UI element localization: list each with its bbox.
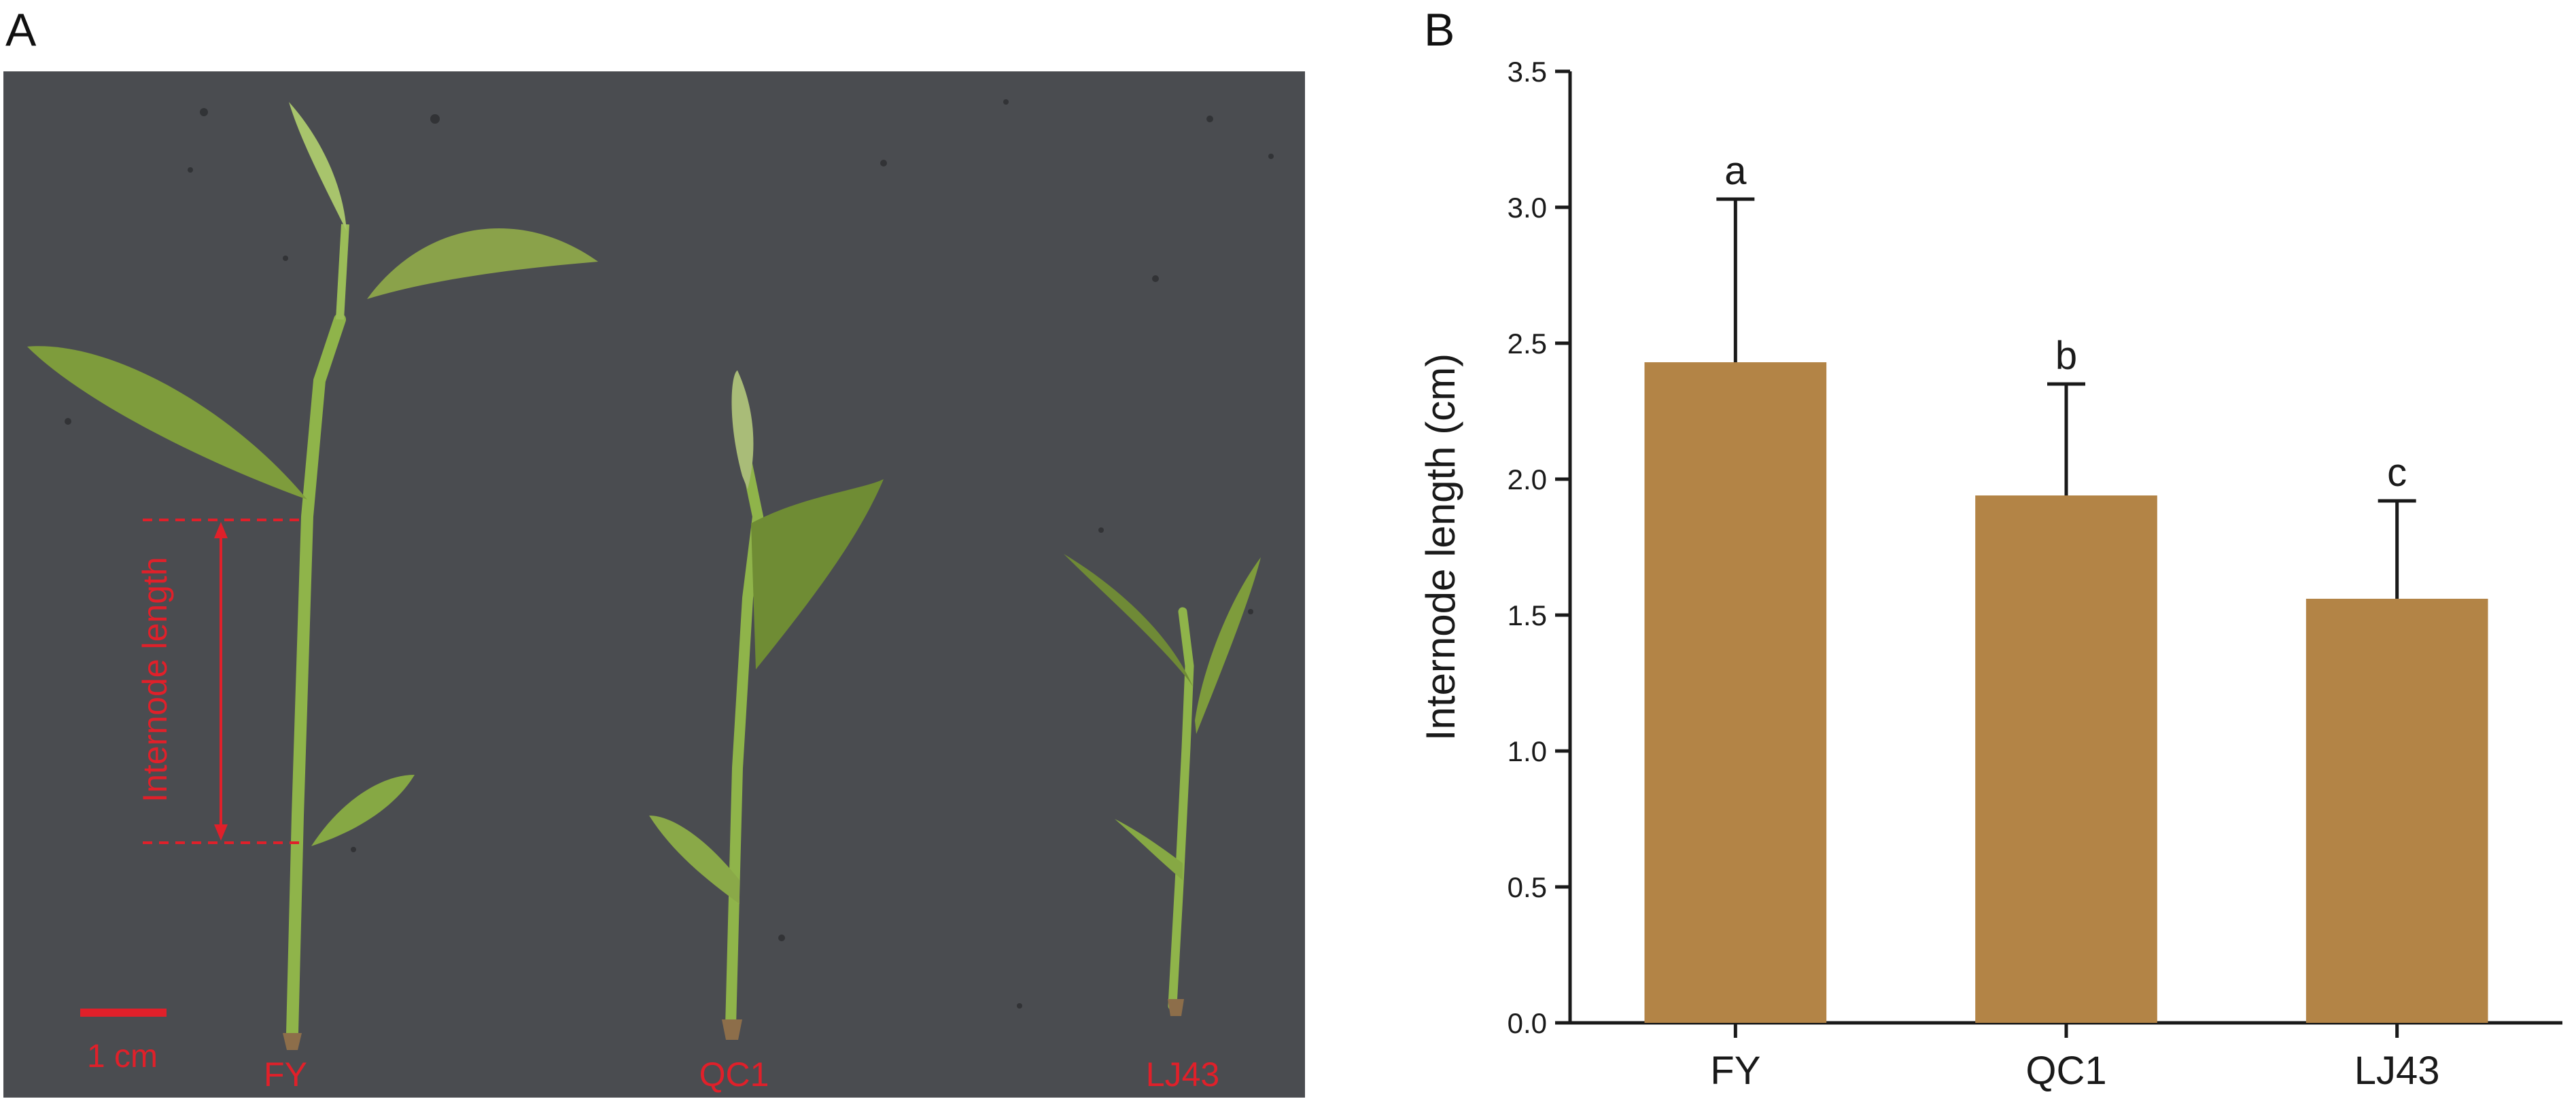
category-label-fy: FY <box>1710 1049 1760 1093</box>
significance-label-qc1: b <box>2055 334 2077 378</box>
shoot-photo-panel: Internode length 1 cm FY QC1 LJ43 <box>3 71 1305 1098</box>
bar-fy <box>1644 362 1827 1023</box>
significance-label-lj43: c <box>2387 451 2407 495</box>
shoot-fy <box>27 102 598 1050</box>
sample-label-fy: FY <box>264 1055 307 1094</box>
sample-label-qc1: QC1 <box>699 1055 769 1094</box>
y-tick-label: 2.5 <box>1508 328 1547 360</box>
significance-label-fy: a <box>1724 149 1747 193</box>
x-ticks <box>1733 1023 2399 1038</box>
y-tick-label: 0.0 <box>1508 1007 1547 1039</box>
y-tick-label: 3.5 <box>1508 56 1547 88</box>
category-label-qc1: QC1 <box>2025 1049 2106 1093</box>
category-labels: FY QC1 LJ43 <box>1710 1049 2439 1093</box>
shoot-lj43 <box>1064 554 1261 1016</box>
bar-qc1 <box>1975 495 2157 1023</box>
y-tick-label: 0.5 <box>1508 871 1547 903</box>
internode-length-label: Internode length <box>136 557 174 802</box>
panel-label-a: A <box>5 4 37 56</box>
internode-bar-chart: 0.0 0.5 1.0 1.5 2.0 2.5 3.0 3.5 a b c FY QC1 LJ43 I… <box>1418 56 2562 1093</box>
photo-background <box>3 71 1305 1098</box>
y-tick-label: 3.0 <box>1508 192 1547 224</box>
scale-bar: 1 cm <box>80 1009 167 1074</box>
bars <box>1644 362 2488 1023</box>
panel-label-b: B <box>1424 4 1455 56</box>
y-ticks: 0.0 0.5 1.0 1.5 2.0 2.5 3.0 3.5 <box>1508 56 1570 1039</box>
y-axis: 0.0 0.5 1.0 1.5 2.0 2.5 3.0 3.5 <box>1508 56 1572 1039</box>
significance-labels: a b c <box>1724 149 2407 495</box>
scale-bar-label: 1 cm <box>87 1038 158 1074</box>
y-tick-label: 1.5 <box>1508 599 1547 631</box>
internode-arrow-down <box>214 824 228 841</box>
y-tick-label: 2.0 <box>1508 464 1547 495</box>
shoot-qc1 <box>649 370 884 1040</box>
sample-label-lj43: LJ43 <box>1146 1055 1219 1094</box>
error-bars <box>1716 197 2416 599</box>
bar-lj43 <box>2305 599 2488 1023</box>
y-axis-title: Internode length (cm) <box>1418 353 1463 741</box>
background-specks <box>65 99 1274 1009</box>
internode-annotation: Internode length <box>136 519 302 844</box>
internode-arrow-up <box>214 522 228 538</box>
y-tick-label: 1.0 <box>1508 735 1547 767</box>
category-label-lj43: LJ43 <box>2354 1049 2440 1093</box>
